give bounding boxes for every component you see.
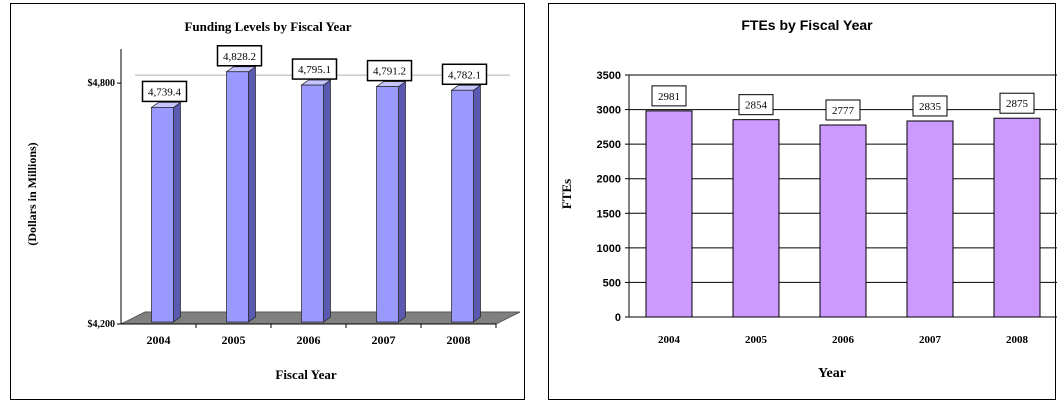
x-tick-label: 2005 [222, 333, 246, 347]
bar-side [248, 66, 256, 323]
data-label: 2835 [919, 101, 942, 113]
data-label-box [291, 58, 338, 80]
y-tick-label: 3000 [597, 105, 621, 117]
y-tick-label: 3500 [597, 70, 621, 82]
data-label: 2981 [658, 91, 680, 103]
data-label: 4,795.1 [298, 64, 331, 76]
data-label-box [825, 99, 861, 121]
data-label: 2875 [1006, 98, 1029, 110]
x-tick-label: 2004 [658, 334, 681, 346]
data-label-box [441, 63, 488, 86]
bar-2006 [819, 124, 867, 318]
data-label: 4,782.1 [448, 69, 481, 81]
y-tick-label: $4,800 [88, 78, 116, 89]
y-tick-label: 2500 [597, 139, 621, 151]
y-tick-label: 1500 [597, 208, 621, 220]
y-tick-label: 1000 [597, 243, 621, 255]
data-label: 2854 [745, 100, 768, 112]
bar-side [173, 101, 181, 323]
chart-title: FTEs by Fiscal Year [741, 17, 873, 33]
funding-chart: Funding Levels by Fiscal Year $4,200 $4,80… [25, 19, 521, 382]
data-label-box [651, 85, 687, 107]
data-label-box [999, 92, 1035, 114]
bar-2008 [451, 89, 474, 323]
fte-chart: FTEs by Fiscal Year 0 500 1000 1500 2000 2500 3… [559, 17, 1057, 381]
bar-2007 [906, 120, 954, 318]
bar-2007 [376, 86, 399, 323]
bar-2004 [645, 110, 693, 318]
data-label: 2777 [832, 105, 855, 117]
x-tick-label: 2006 [832, 334, 855, 346]
bar-2005 [226, 71, 249, 323]
x-tick-label: 2008 [1006, 334, 1029, 346]
bar-2005 [732, 119, 780, 318]
y-axis-label: FTEs [559, 179, 574, 209]
bar-2008 [993, 117, 1041, 318]
bar-2004 [151, 107, 174, 323]
bar-2006 [301, 84, 324, 323]
y-axis-label: (Dollars in Millions) [25, 142, 39, 245]
data-label: 4,828.2 [223, 51, 256, 63]
chart-title: Funding Levels by Fiscal Year [184, 19, 351, 34]
x-axis-label: Year [818, 366, 846, 381]
data-label-box [366, 59, 413, 82]
x-tick-label: 2007 [919, 334, 942, 346]
data-label-box [141, 80, 188, 103]
bar-side [398, 80, 406, 323]
x-tick-label: 2008 [447, 333, 471, 347]
funding-chart-panel: Funding Levels by Fiscal Year $4,200 $4,80… [10, 3, 525, 400]
x-tick-label: 2006 [297, 333, 321, 347]
y-tick-label: $4,200 [88, 319, 116, 330]
data-label: 4,791.2 [373, 66, 406, 78]
data-label: 4,739.4 [148, 86, 182, 98]
x-tick-label: 2007 [372, 333, 396, 347]
data-label-box [738, 94, 774, 116]
y-tick-label: 500 [603, 277, 621, 289]
bar-side [323, 79, 331, 323]
y-tick-label: 2000 [597, 174, 621, 186]
data-label-box [216, 45, 263, 67]
data-label-box [912, 95, 948, 117]
y-tick-label: 0 [615, 312, 621, 324]
x-axis-label: Fiscal Year [275, 367, 336, 382]
bar-side [473, 84, 481, 323]
x-tick-label: 2005 [745, 334, 768, 346]
fte-chart-panel: FTEs by Fiscal Year 0 500 1000 1500 2000 2500 3… [548, 3, 1057, 400]
x-tick-label: 2004 [147, 333, 171, 347]
